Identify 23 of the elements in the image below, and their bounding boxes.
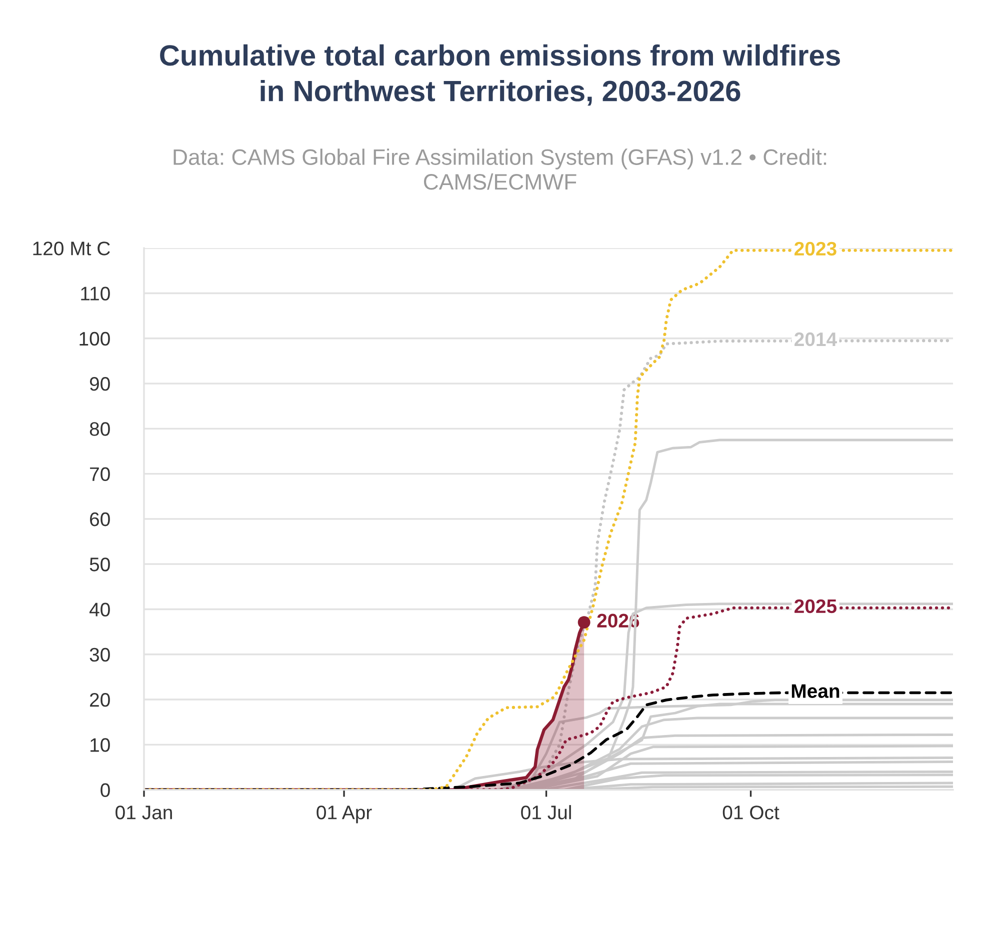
y-tick-label: 40 (89, 602, 110, 616)
chart-title: Cumulative total carbon emissions from wildfires in Northwest Territories, 2003-2026 (160, 44, 840, 106)
y-tick-label: 50 (90, 558, 110, 572)
series-label: 2014 (794, 332, 837, 346)
y-tick-label: 90 (90, 377, 110, 391)
y-tick-label: 10 (90, 738, 110, 752)
y-tick-label: 110 (81, 286, 110, 300)
y-tick-label: 60 (90, 512, 110, 526)
x-tick-label: 01 Apr (316, 806, 372, 824)
y-tick-label: 120 Mt C (33, 242, 110, 256)
x-tick-label: 01 Jan (116, 806, 172, 820)
y-tick-label: 70 (90, 467, 110, 482)
y-tick-label: 30 (90, 648, 110, 662)
series-label: Mean (792, 684, 840, 698)
y-tick-label: 80 (90, 422, 110, 436)
text: Data: CAMS Global Fire Assimilation System (GFAS) v1.2 • Credit: CAMS/ECMWF (174, 148, 826, 190)
y-tick-label: 0 (100, 783, 110, 798)
y-tick-label: 100 (80, 332, 110, 346)
series-label: 2025 (794, 599, 837, 614)
y-tick-label: 20 (90, 692, 110, 707)
x-tick-label: 01 Jul (521, 805, 571, 820)
series-label: 2023 (794, 242, 836, 256)
x-tick-label: 01 Oct (722, 806, 780, 820)
